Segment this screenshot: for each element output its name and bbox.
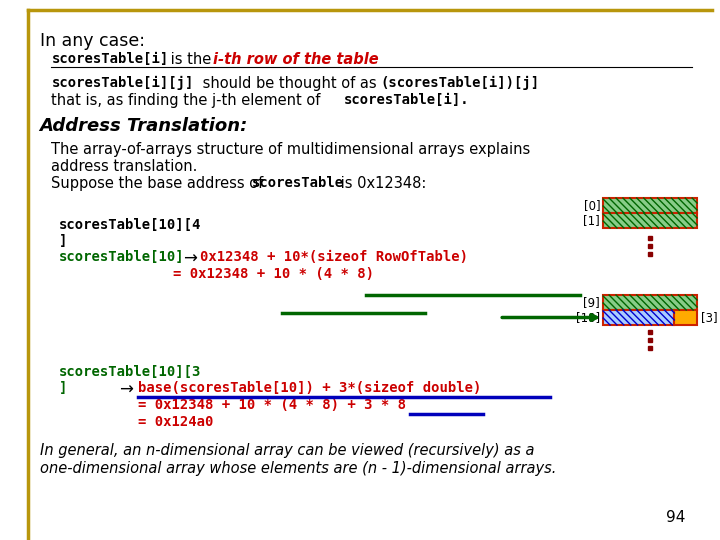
Text: [10]: [10] [576,311,600,324]
Text: = 0x124a0: = 0x124a0 [138,415,214,429]
Text: should be thought of as: should be thought of as [198,76,381,91]
Text: [9]: [9] [583,296,600,309]
Text: →: → [119,381,132,399]
Bar [603,198,697,213]
Text: ]: ] [59,234,68,248]
Text: one-dimensional array whose elements are (n - 1)-dimensional arrays.: one-dimensional array whose elements are… [40,461,556,476]
Text: is 0x12348:: is 0x12348: [336,176,426,191]
Text: Address Translation:: Address Translation: [40,117,248,135]
Text: scoresTable[10][3: scoresTable[10][3 [59,365,202,379]
Text: The array-of-arrays structure of multidimensional arrays explains: The array-of-arrays structure of multidi… [51,142,531,157]
Text: →: → [183,250,197,268]
Text: scoresTable[i].: scoresTable[i]. [344,93,469,107]
Text: Suppose the base address of: Suppose the base address of [51,176,269,191]
Text: that is, as finding the j-th element of: that is, as finding the j-th element of [51,93,325,108]
Bar [603,295,697,310]
Text: In any case:: In any case: [40,32,145,50]
Text: scoresTable[10][4: scoresTable[10][4 [59,218,202,232]
Text: [1]: [1] [583,214,600,227]
Bar [603,310,675,325]
Text: = 0x12348 + 10 * (4 * 8): = 0x12348 + 10 * (4 * 8) [173,267,374,281]
Text: [0]: [0] [583,199,600,212]
Text: scoresTable: scoresTable [252,176,344,190]
Text: i-th row of the table: i-th row of the table [212,52,378,67]
Text: ]: ] [59,381,68,395]
Text: is the: is the [166,52,216,67]
Text: scoresTable[i][j]: scoresTable[i][j] [51,76,194,90]
Bar [603,213,697,228]
Text: In general, an n-dimensional array can be viewed (recursively) as a: In general, an n-dimensional array can b… [40,443,534,458]
Text: base(scoresTable[10]) + 3*(sizeof double): base(scoresTable[10]) + 3*(sizeof double… [138,381,482,395]
Text: scoresTable[i]: scoresTable[i] [51,52,168,66]
Text: = 0x12348 + 10 * (4 * 8) + 3 * 8: = 0x12348 + 10 * (4 * 8) + 3 * 8 [138,398,406,412]
Text: address translation.: address translation. [51,159,198,174]
Text: 94: 94 [666,510,685,525]
Text: [3]: [3] [701,311,718,324]
Text: scoresTable[10]: scoresTable[10] [59,250,185,264]
Bar [675,310,697,325]
Text: 0x12348 + 10*(sizeof RowOfTable): 0x12348 + 10*(sizeof RowOfTable) [199,250,468,264]
Text: (scoresTable[i])[j]: (scoresTable[i])[j] [381,76,540,90]
